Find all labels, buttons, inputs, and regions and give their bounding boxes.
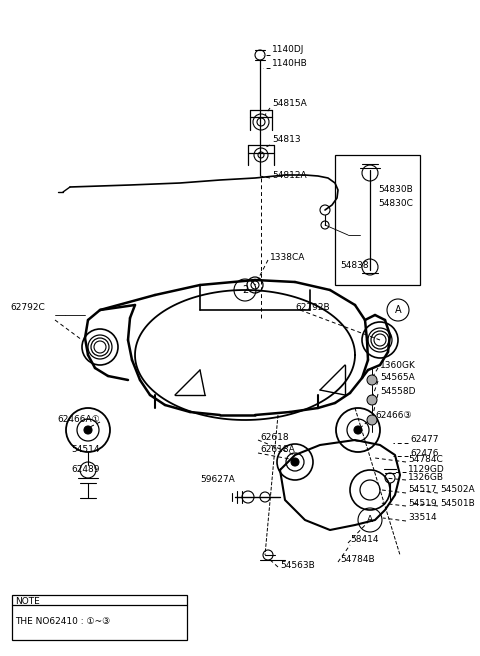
- Text: 54815A: 54815A: [272, 98, 307, 108]
- Text: THE NO62410 : ①~③: THE NO62410 : ①~③: [15, 617, 110, 626]
- Bar: [12, 595, 187, 640]
- Text: 54502A: 54502A: [440, 485, 475, 495]
- Text: 54558D: 54558D: [380, 386, 416, 396]
- Text: 54565A: 54565A: [380, 373, 415, 382]
- Text: 62618A: 62618A: [260, 445, 295, 455]
- Bar: [335, 155, 420, 285]
- Text: 62489: 62489: [72, 466, 100, 474]
- Text: 2: 2: [242, 285, 248, 295]
- Text: 62792B: 62792B: [295, 302, 330, 312]
- Text: 54784C: 54784C: [408, 455, 443, 464]
- Circle shape: [367, 415, 377, 425]
- Text: 54812A: 54812A: [272, 171, 307, 180]
- Text: 62618: 62618: [260, 432, 288, 441]
- Text: 62466③: 62466③: [375, 411, 412, 419]
- Circle shape: [367, 395, 377, 405]
- Text: 62792C: 62792C: [10, 302, 45, 312]
- Text: 1129GD: 1129GD: [408, 466, 445, 474]
- Text: 1140DJ: 1140DJ: [272, 45, 304, 54]
- Text: 59627A: 59627A: [200, 476, 235, 485]
- Text: A: A: [367, 516, 373, 525]
- Circle shape: [354, 426, 362, 434]
- Text: 54838: 54838: [340, 260, 369, 270]
- Text: 54563B: 54563B: [280, 560, 315, 569]
- Text: 1326GB: 1326GB: [408, 472, 444, 482]
- Text: 54830B: 54830B: [378, 186, 413, 194]
- Text: NOTE: NOTE: [15, 596, 40, 605]
- Text: 54784B: 54784B: [340, 556, 374, 565]
- Circle shape: [84, 426, 92, 434]
- Text: 33514: 33514: [408, 514, 437, 522]
- Text: 1140HB: 1140HB: [272, 58, 308, 68]
- Text: 62476: 62476: [410, 449, 439, 457]
- Text: 1360GK: 1360GK: [380, 361, 416, 369]
- Circle shape: [291, 458, 299, 466]
- Text: 54813: 54813: [272, 136, 300, 144]
- Text: A: A: [395, 305, 401, 315]
- Text: 54514: 54514: [72, 445, 100, 455]
- Text: 62466A①: 62466A①: [57, 415, 100, 424]
- Text: 54517: 54517: [408, 485, 437, 495]
- Text: 58414: 58414: [350, 535, 379, 544]
- Text: 54501B: 54501B: [440, 499, 475, 508]
- Text: 54830C: 54830C: [378, 199, 413, 207]
- Text: 54519: 54519: [408, 499, 437, 508]
- Text: 1338CA: 1338CA: [270, 253, 305, 262]
- Circle shape: [367, 375, 377, 385]
- Text: 62477: 62477: [410, 436, 439, 445]
